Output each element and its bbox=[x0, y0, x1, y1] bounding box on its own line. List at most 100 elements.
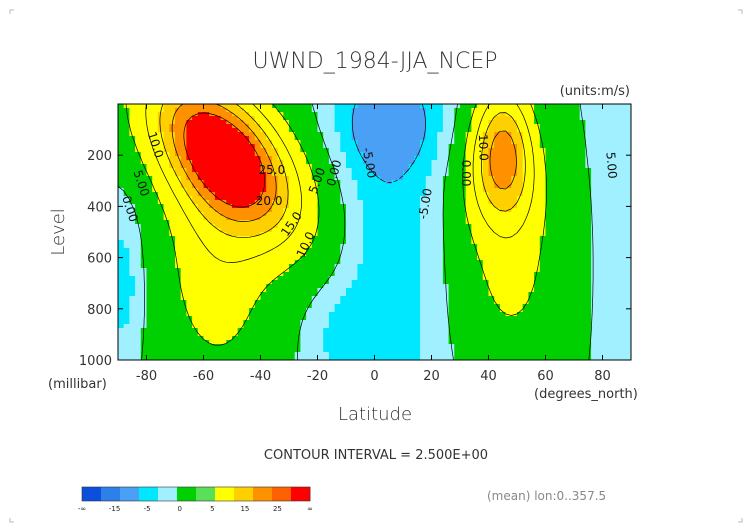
field-cell bbox=[408, 104, 415, 109]
field-cell bbox=[260, 192, 267, 197]
field-cell bbox=[203, 188, 210, 193]
field-cell bbox=[477, 272, 484, 277]
field-cell bbox=[460, 260, 467, 265]
field-cell bbox=[385, 108, 393, 113]
field-cell bbox=[511, 168, 518, 173]
field-cell bbox=[317, 324, 324, 329]
field-cell bbox=[420, 332, 427, 337]
field-cell bbox=[203, 132, 210, 137]
field-cell bbox=[482, 164, 490, 169]
field-cell bbox=[528, 184, 535, 189]
field-cell bbox=[528, 192, 535, 197]
field-cell bbox=[471, 176, 478, 181]
field-cell bbox=[477, 236, 484, 241]
field-cell bbox=[374, 256, 381, 261]
field-cell bbox=[346, 320, 353, 325]
field-cell bbox=[271, 300, 279, 305]
field-cell bbox=[334, 256, 341, 261]
field-cell bbox=[226, 344, 233, 349]
field-cell bbox=[534, 168, 541, 173]
field-cell bbox=[243, 148, 250, 153]
field-cell bbox=[328, 140, 336, 145]
field-cell bbox=[311, 168, 319, 173]
field-cell bbox=[140, 260, 148, 265]
field-cell bbox=[448, 192, 455, 197]
field-cell bbox=[226, 328, 233, 333]
field-cell bbox=[385, 120, 393, 125]
field-cell bbox=[511, 304, 518, 309]
field-cell bbox=[448, 288, 455, 293]
field-cell bbox=[243, 272, 250, 277]
field-cell bbox=[175, 120, 182, 125]
field-cell bbox=[323, 180, 330, 185]
field-cell bbox=[511, 352, 518, 357]
field-cell bbox=[454, 248, 461, 253]
field-cell bbox=[289, 188, 296, 193]
field-cell bbox=[431, 180, 438, 185]
field-cell bbox=[482, 232, 490, 237]
field-cell bbox=[311, 272, 319, 277]
field-cell bbox=[465, 292, 472, 297]
field-cell bbox=[118, 112, 125, 117]
field-cell bbox=[306, 256, 313, 261]
field-cell bbox=[460, 308, 467, 313]
field-cell bbox=[323, 232, 330, 237]
field-cell bbox=[346, 236, 353, 241]
field-cell bbox=[363, 260, 370, 265]
field-cell bbox=[397, 240, 404, 245]
field-cell bbox=[180, 180, 187, 185]
field-cell bbox=[260, 272, 267, 277]
field-cell bbox=[277, 304, 284, 309]
field-cell bbox=[180, 356, 187, 360]
field-cell bbox=[420, 280, 427, 285]
field-cell bbox=[328, 288, 336, 293]
field-cell bbox=[306, 252, 313, 257]
field-cell bbox=[363, 336, 370, 341]
field-cell bbox=[408, 356, 415, 360]
field-cell bbox=[237, 200, 244, 205]
field-cell bbox=[477, 256, 484, 261]
field-cell bbox=[135, 164, 142, 169]
field-cell bbox=[437, 352, 444, 357]
field-cell bbox=[397, 120, 404, 125]
field-cell bbox=[152, 356, 159, 360]
field-cell bbox=[266, 288, 273, 293]
field-cell bbox=[232, 252, 239, 257]
field-cell bbox=[209, 108, 216, 113]
field-cell bbox=[306, 288, 313, 293]
field-cell bbox=[374, 288, 381, 293]
field-cell bbox=[374, 224, 381, 229]
field-cell bbox=[157, 328, 165, 333]
field-cell bbox=[232, 288, 239, 293]
page-corner-marks bbox=[9, 9, 743, 523]
field-cell bbox=[209, 332, 216, 337]
field-cell bbox=[460, 156, 467, 161]
field-cell bbox=[169, 116, 176, 121]
field-cell bbox=[317, 108, 324, 113]
field-cell bbox=[420, 276, 427, 281]
field-cell bbox=[237, 188, 244, 193]
field-cell bbox=[511, 252, 518, 257]
field-cell bbox=[403, 256, 410, 261]
field-cell bbox=[152, 144, 159, 149]
field-cell bbox=[551, 224, 558, 229]
field-cell bbox=[232, 184, 239, 189]
field-cell bbox=[471, 164, 478, 169]
field-cell bbox=[454, 344, 461, 349]
field-cell bbox=[397, 116, 404, 121]
field-cell bbox=[465, 180, 472, 185]
field-cell bbox=[380, 160, 387, 165]
field-cell bbox=[340, 232, 347, 237]
field-cell bbox=[511, 128, 518, 133]
field-cell bbox=[368, 124, 376, 129]
field-cell bbox=[511, 232, 518, 237]
field-cell bbox=[163, 296, 170, 301]
field-cell bbox=[522, 116, 529, 121]
field-cell bbox=[118, 292, 125, 297]
field-cell bbox=[494, 280, 501, 285]
field-cell bbox=[340, 280, 347, 285]
field-cell bbox=[346, 184, 353, 189]
field-cell bbox=[403, 244, 410, 249]
field-cell bbox=[477, 340, 484, 345]
